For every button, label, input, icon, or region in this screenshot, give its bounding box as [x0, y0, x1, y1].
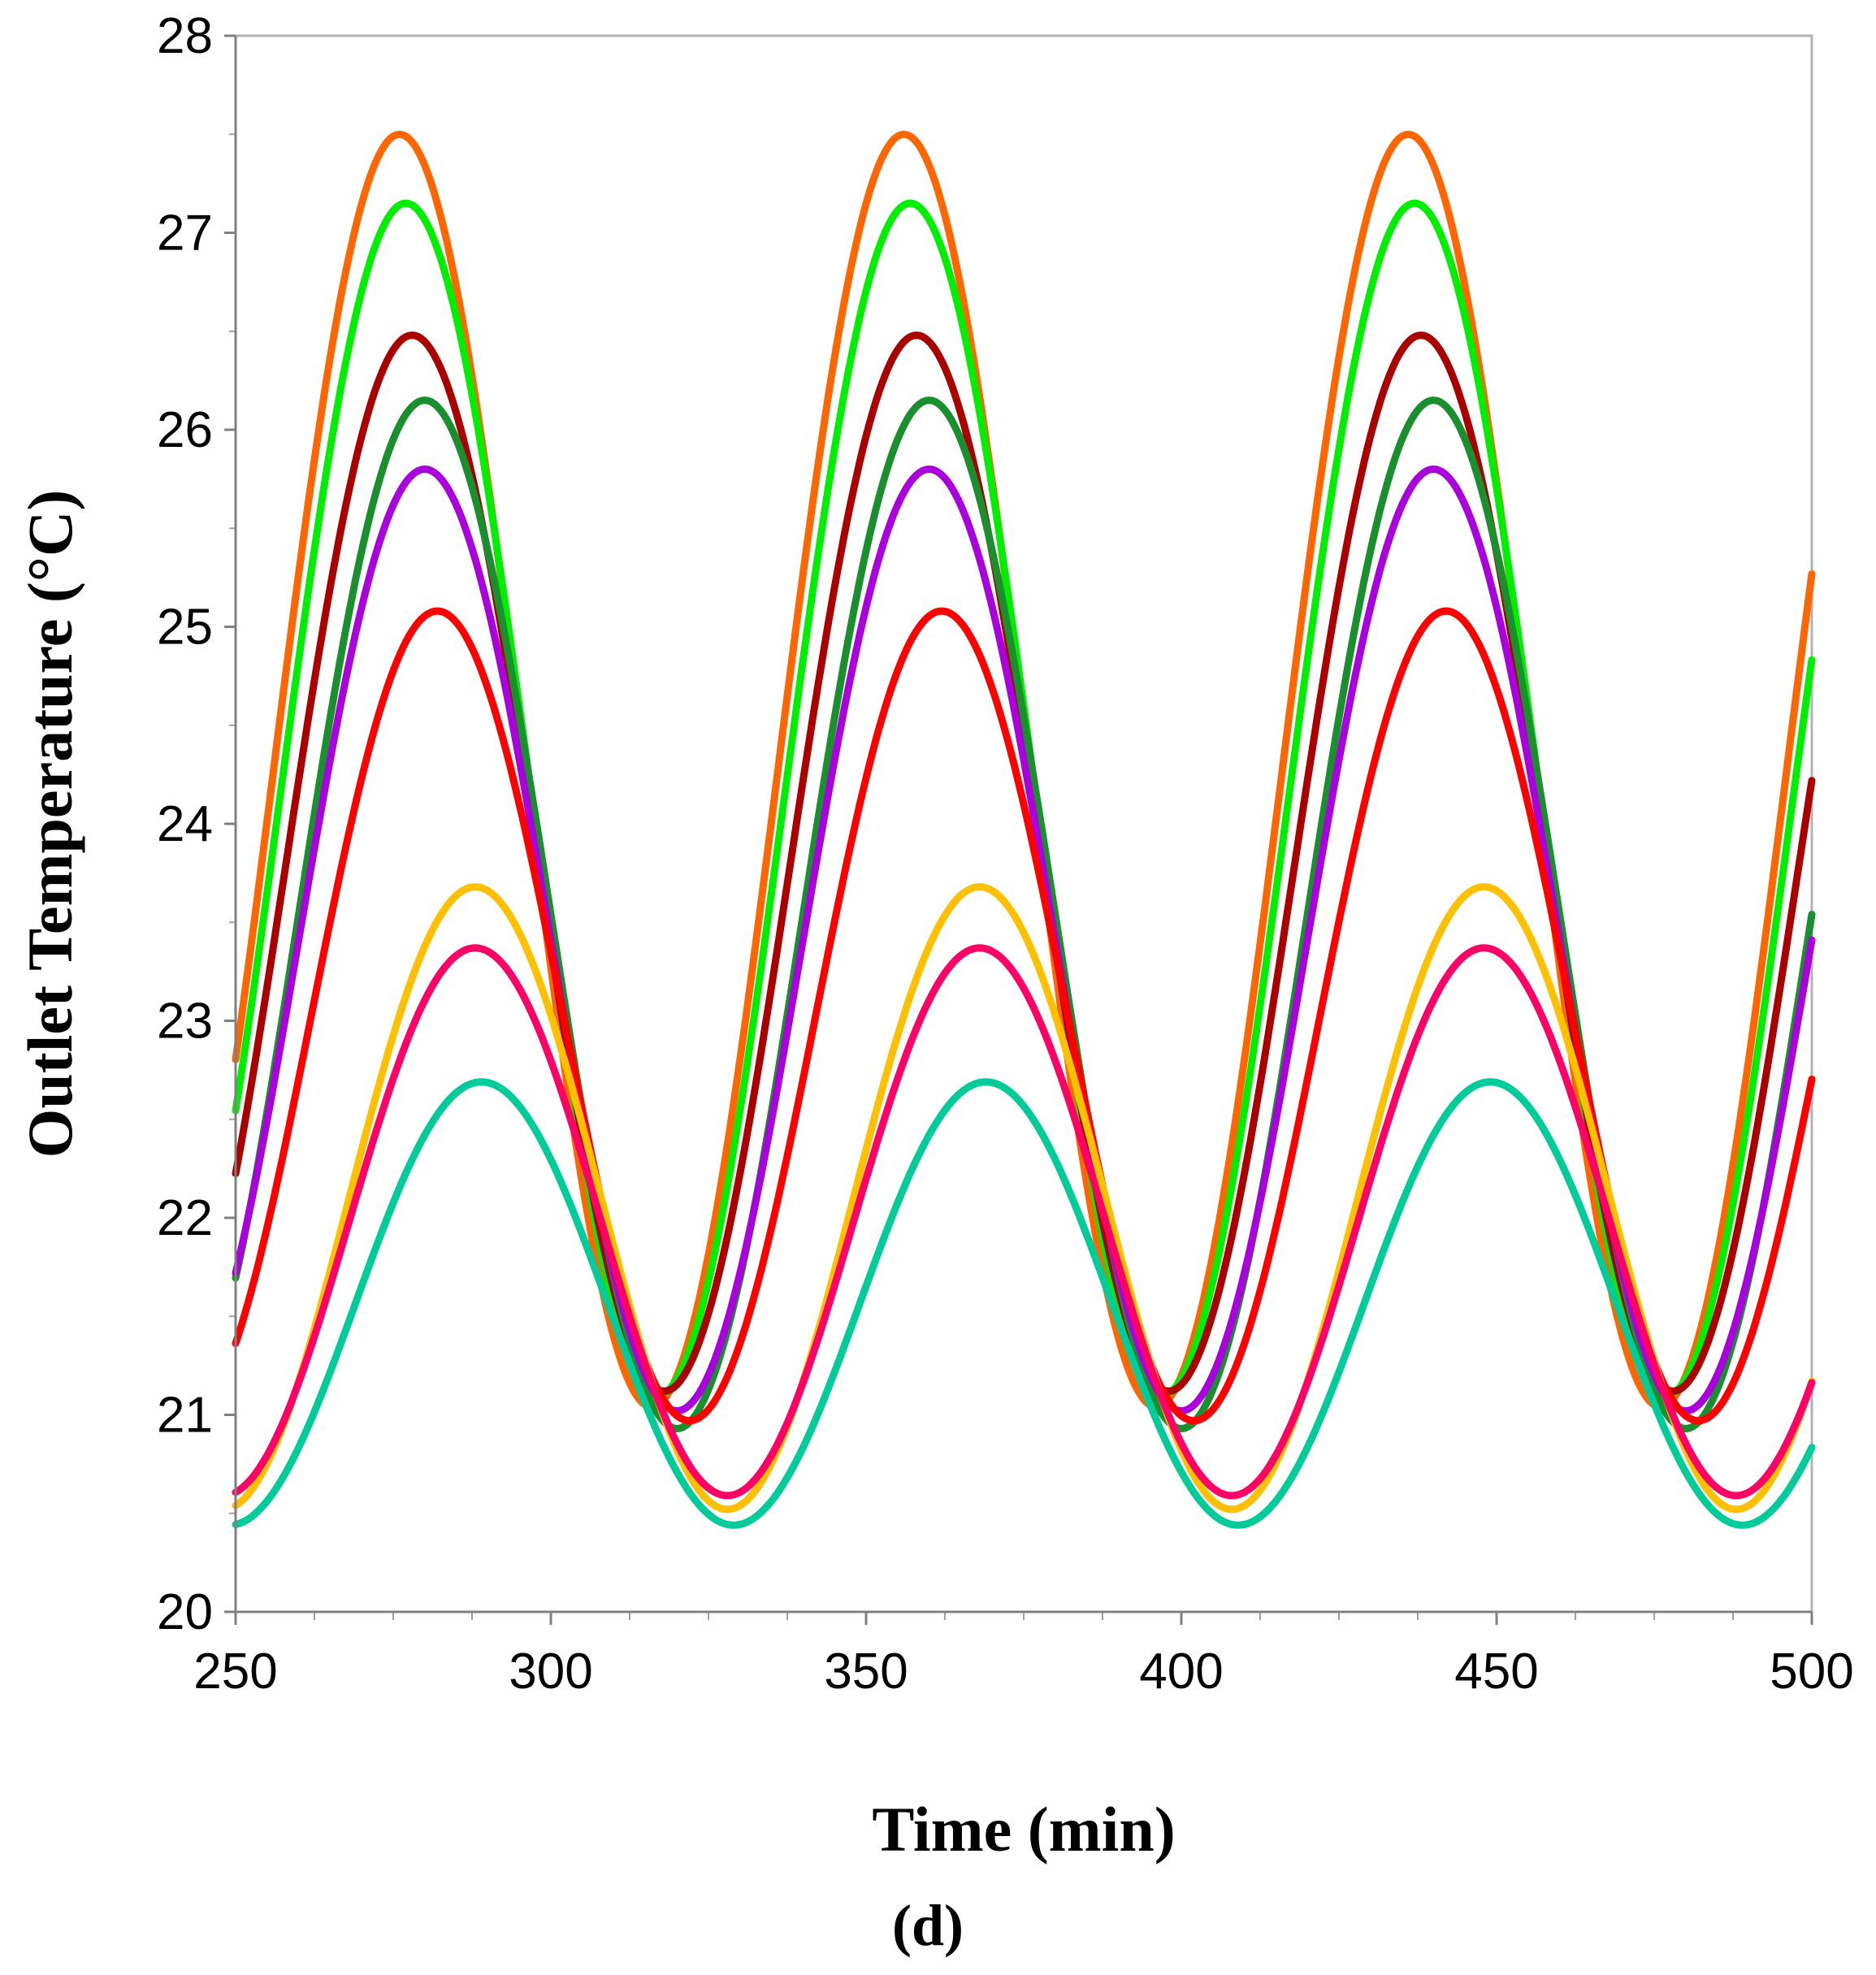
x-tick-label: 450: [1454, 1644, 1538, 1700]
x-axis-title: Time (min): [872, 1794, 1175, 1865]
minor-ticks: [229, 133, 1734, 1620]
y-axis-title: Outlet Temperature (°C): [15, 490, 85, 1159]
series-line-5: [232, 466, 1816, 1415]
y-tick-label: 23: [157, 994, 213, 1050]
y-tick-label: 24: [157, 796, 213, 852]
series-line-6: [232, 607, 1816, 1425]
x-tick-label: 250: [193, 1644, 277, 1700]
series-layer: [232, 130, 1816, 1529]
plot-area: [234, 34, 1813, 1613]
y-tick-label: 28: [157, 8, 213, 64]
y-tick-label: 20: [157, 1584, 213, 1640]
series-line-7: [232, 883, 1816, 1514]
series-line-8: [232, 944, 1816, 1500]
x-axis-ticks: 250 300 350 400 450 500: [193, 1612, 1854, 1700]
y-tick-label: 26: [157, 402, 213, 458]
panel-label: (d): [892, 1893, 964, 1958]
y-tick-label: 22: [157, 1190, 213, 1246]
y-tick-label: 25: [157, 600, 213, 656]
x-tick-label: 500: [1770, 1644, 1853, 1700]
series-line-4: [232, 396, 1816, 1432]
x-tick-label: 350: [824, 1644, 908, 1700]
y-tick-label: 21: [157, 1388, 213, 1444]
series-line-9: [232, 1078, 1816, 1529]
y-axis-ticks: 20 21 22 23 24 25 26 27 28: [157, 8, 236, 1640]
x-tick-label: 400: [1139, 1644, 1223, 1700]
y-tick-label: 27: [157, 206, 213, 262]
x-tick-label: 300: [509, 1644, 592, 1700]
